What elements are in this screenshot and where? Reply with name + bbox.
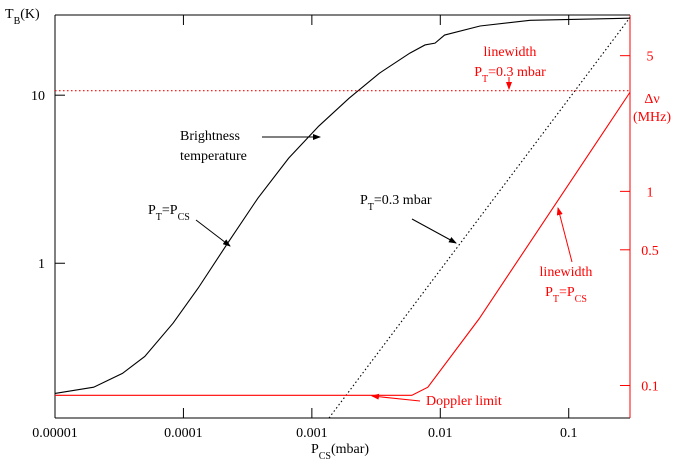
annotation: PT=0.3 mbar: [360, 193, 432, 213]
y2-tick-label: 0.5: [641, 244, 659, 259]
annotation-part: T: [553, 294, 559, 305]
series-line: [54, 17, 631, 394]
annotation: Brightness: [180, 129, 240, 144]
x-tick-label: 0.0001: [164, 426, 203, 441]
annotation-part: Doppler limit: [426, 394, 502, 409]
annotation-part: temperature: [180, 149, 247, 164]
annotation-part: Brightness: [180, 129, 240, 144]
annotation-part: T: [156, 212, 162, 223]
y-axis-label: TB(K): [5, 7, 40, 27]
arrow: [371, 393, 421, 402]
y2-tick-label: 0.1: [641, 379, 659, 394]
y2-tick-label: 1: [647, 185, 654, 200]
annotation-part: =0.3 mbar: [488, 65, 546, 80]
annotation: PT=PCS: [148, 203, 190, 223]
annotation-part: linewidth: [540, 265, 593, 280]
x-axis-label: PCS(mbar): [311, 442, 369, 459]
annotation-part: CS: [575, 294, 587, 305]
y-tick-label: 10: [31, 89, 45, 104]
annotation: PT=0.3 mbar: [474, 65, 546, 85]
arrows: [195, 77, 573, 402]
annotation-part: linewidth: [484, 45, 537, 60]
y2-tick-label: 5: [647, 50, 654, 65]
x-axis-label-part: P: [311, 442, 319, 457]
series-line: [55, 91, 631, 396]
y2-axis-label-part: Δν: [644, 92, 659, 107]
x-tick-label: 0.1: [560, 426, 578, 441]
annotation-part: P: [148, 203, 156, 218]
y2-axis-label-part: (MHz): [633, 110, 671, 125]
arrow: [195, 219, 231, 247]
annotation-part: P: [545, 285, 553, 300]
annotation-part: P: [474, 65, 482, 80]
y2-axis-label: Δν: [644, 92, 659, 107]
annotation: linewidth: [484, 45, 537, 60]
annotation-part: =P: [559, 285, 575, 300]
x-axis-label-part: CS: [319, 451, 331, 459]
annotation-part: T: [482, 74, 488, 85]
y-axis-label-part: (K): [20, 7, 40, 22]
annotation-part: P: [360, 193, 368, 208]
x-tick-label: 0.001: [296, 426, 328, 441]
annotation-part: =P: [162, 203, 178, 218]
annotation-part: T: [368, 202, 374, 213]
arrow: [411, 218, 457, 244]
annotation: Doppler limit: [426, 394, 502, 409]
annotation: PT=PCS: [545, 285, 587, 305]
x-tick-label: 0.01: [428, 426, 453, 441]
annotation: temperature: [180, 149, 247, 164]
annotation-part: CS: [178, 212, 190, 223]
x-tick-label: 0.00001: [32, 426, 78, 441]
y-axis-label-part: T: [5, 7, 14, 22]
y2-axis-label: (MHz): [633, 110, 671, 125]
y-tick-label: 1: [38, 257, 45, 272]
arrow: [556, 207, 573, 263]
y-axis-label-part: B: [14, 16, 21, 27]
annotation: linewidth: [540, 265, 593, 280]
x-axis-label-part: (mbar): [331, 442, 369, 457]
annotation-part: =0.3 mbar: [374, 193, 432, 208]
